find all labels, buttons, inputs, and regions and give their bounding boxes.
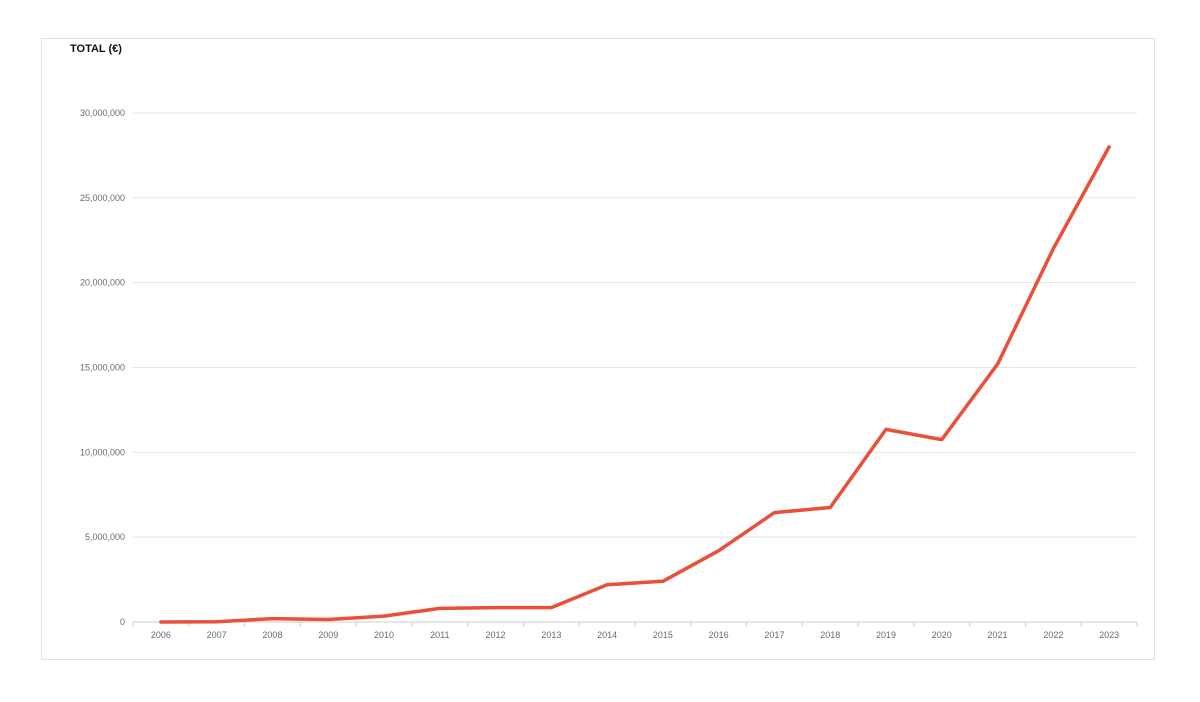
chart-title: TOTAL (€) [70, 43, 122, 55]
data-point [549, 606, 553, 610]
x-tick-label: 2012 [486, 630, 506, 640]
x-tick-label: 2013 [541, 630, 561, 640]
data-point [159, 620, 163, 624]
data-point [605, 583, 609, 587]
data-point [494, 606, 498, 610]
series-line [159, 145, 1111, 624]
x-tick-label: 2018 [820, 630, 840, 640]
data-point [270, 617, 274, 621]
data-point [215, 620, 219, 624]
y-tick-label: 30,000,000 [80, 108, 125, 118]
y-tick-label: 15,000,000 [80, 363, 125, 373]
x-axis [132, 621, 1138, 627]
x-tick-label: 2019 [876, 630, 896, 640]
series-lines [159, 145, 1111, 624]
x-tick-label: 2020 [932, 630, 952, 640]
data-point [884, 427, 888, 431]
x-tick-label: 2017 [764, 630, 784, 640]
x-tick-label: 2016 [709, 630, 729, 640]
x-tick-label: 2021 [988, 630, 1008, 640]
data-point [1107, 145, 1111, 149]
x-tick-label: 2022 [1043, 630, 1063, 640]
chart-frame [41, 38, 1155, 660]
y-tick-label: 5,000,000 [85, 532, 125, 542]
x-axis-tick-labels: 2006 2007 2008 2009 2010 2011 2012 2013 2014 2015… [151, 630, 1119, 640]
x-tick-label: 2014 [597, 630, 617, 640]
x-tick-label: 2006 [151, 630, 171, 640]
data-point [661, 579, 665, 583]
data-point [438, 606, 442, 610]
x-tick-label: 2011 [430, 630, 449, 640]
data-point [382, 614, 386, 618]
data-point [326, 617, 330, 621]
data-point [772, 511, 776, 515]
x-tick-label: 2007 [207, 630, 227, 640]
y-tick-label: 10,000,000 [80, 447, 125, 457]
gridlines [133, 112, 1137, 538]
y-tick-label: 25,000,000 [80, 193, 125, 203]
data-point [1051, 247, 1055, 251]
x-tick-label: 2015 [653, 630, 673, 640]
x-tick-label: 2008 [262, 630, 282, 640]
y-tick-label: 0 [120, 617, 125, 627]
x-tick-label: 2009 [318, 630, 338, 640]
data-point [940, 438, 944, 442]
x-tick-label: 2010 [374, 630, 394, 640]
y-axis-tick-labels: 0 5,000,000 10,000,000 15,000,000 20,000,000… [80, 108, 125, 627]
data-point [717, 549, 721, 553]
data-point [996, 362, 1000, 366]
data-point [828, 505, 832, 509]
y-tick-label: 20,000,000 [80, 278, 125, 288]
x-tick-label: 2023 [1099, 630, 1119, 640]
